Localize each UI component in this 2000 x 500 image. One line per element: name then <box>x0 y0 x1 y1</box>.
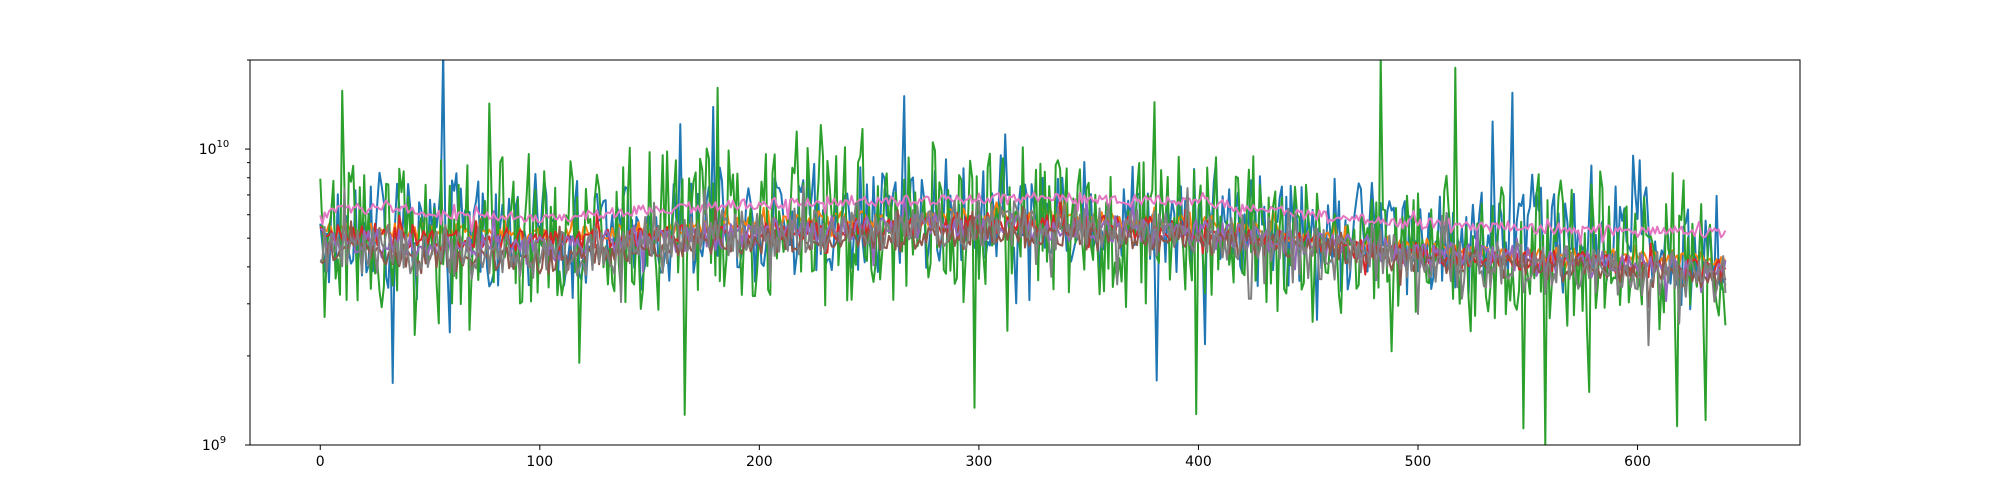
y-tick-label: 1010 <box>199 139 230 158</box>
series-line-8 <box>319 184 1727 347</box>
series-layer <box>319 60 1727 445</box>
x-tick-label: 300 <box>966 454 993 470</box>
x-tick-label: 100 <box>526 454 553 470</box>
x-tick-label: 400 <box>1185 454 1212 470</box>
x-tick-label: 0 <box>316 454 325 470</box>
x-axis: 0 100 200 300 400 500 600 <box>316 445 1651 470</box>
series-line-7 <box>319 191 1727 246</box>
x-tick-label: 600 <box>1624 454 1651 470</box>
y-tick-label: 109 <box>202 435 226 454</box>
plot-frame <box>249 59 1801 446</box>
x-tick-label: 200 <box>746 454 773 470</box>
x-tick-label: 500 <box>1405 454 1432 470</box>
series-line-5 <box>320 197 1727 303</box>
series-line-6 <box>319 205 1727 309</box>
y-axis: 109 1010 <box>199 59 250 454</box>
